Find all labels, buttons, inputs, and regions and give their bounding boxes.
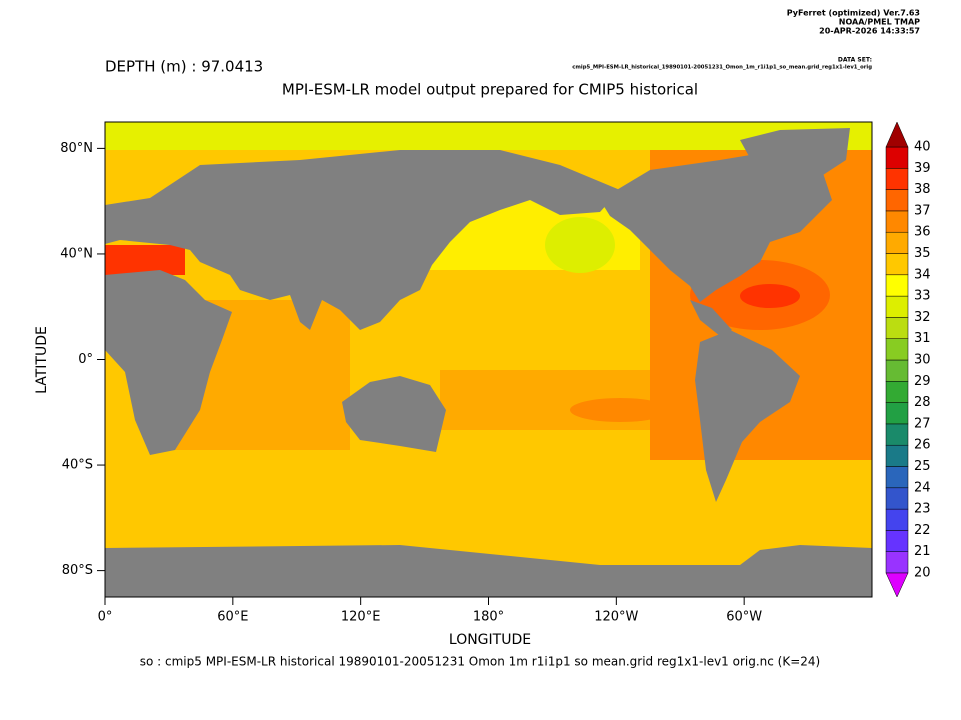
colorbar-label: 37	[914, 203, 931, 218]
south-pacific-max	[570, 398, 670, 422]
south-america	[695, 330, 800, 502]
colorbar-band	[885, 381, 909, 403]
greenland	[740, 128, 850, 200]
colorbar-band	[885, 423, 909, 446]
colorbar-band	[885, 530, 909, 552]
colorbar-label: 20	[914, 566, 931, 581]
north-atlantic-max	[740, 284, 800, 308]
x-tick-label: 0°	[98, 610, 113, 625]
x-tick-label: 120°E	[341, 610, 381, 625]
header-line: NOAA/PMEL TMAP	[839, 18, 920, 27]
colorbar-band	[885, 338, 909, 361]
colorbar-label: 27	[914, 416, 931, 431]
header-line: 20-APR-2026 14:33:57	[819, 27, 920, 36]
colorbar-band	[885, 466, 909, 489]
colorbar-label: 38	[914, 182, 931, 197]
colorbar-band	[885, 402, 909, 425]
colorbar-band	[885, 551, 909, 574]
x-tick-label: 60°E	[217, 610, 248, 625]
colorbar-band	[885, 487, 909, 510]
colorbar-band	[885, 253, 909, 276]
colorbar-band	[885, 295, 909, 318]
colorbar-label: 34	[914, 267, 931, 282]
colorbar-band	[885, 231, 909, 254]
colorbar-label: 32	[914, 310, 931, 325]
header: PyFerret (optimized) Ver.7.63 NOAA/PMEL …	[572, 9, 920, 71]
colorbar-band	[885, 444, 909, 467]
colorbar-label: 36	[914, 225, 931, 240]
footer: so : cmip5 MPI-ESM-LR historical 1989010…	[140, 655, 821, 669]
africa	[105, 270, 232, 455]
y-tick-label: 0°	[78, 352, 93, 367]
colorbar-label: 40	[914, 140, 931, 155]
colorbar-label: 29	[914, 374, 931, 389]
colorbar-band	[885, 274, 909, 297]
mediterranean	[105, 245, 185, 275]
map	[104, 121, 873, 598]
central-america	[690, 300, 732, 336]
colorbar-label: 39	[914, 161, 931, 176]
colorbar-label: 28	[914, 395, 931, 410]
dataset-name: cmip5_MPI-ESM-LR_historical_19890101-200…	[572, 65, 872, 71]
y-tick-label: 40°N	[60, 246, 93, 261]
x-axis-label: LONGITUDE	[449, 632, 531, 648]
colorbar-label: 35	[914, 246, 931, 261]
title: MPI-ESM-LR model output prepared for CMI…	[282, 81, 698, 99]
colorbar-band	[885, 189, 909, 212]
colorbar-under	[885, 572, 909, 598]
north-pacific-fresh	[545, 217, 615, 273]
colorbar-label: 33	[914, 289, 931, 304]
antarctica	[105, 545, 872, 597]
y-axis-label: LATITUDE	[34, 326, 50, 394]
eurasia	[105, 150, 620, 330]
colorbar-band	[885, 317, 909, 339]
colorbar-label: 24	[914, 480, 931, 495]
y-tick-label: 80°S	[62, 563, 93, 578]
x-tick-label: 60°W	[726, 610, 762, 625]
colorbar-label: 31	[914, 331, 931, 346]
colorbar-band	[885, 210, 909, 233]
x-tick-label: 120°W	[594, 610, 638, 625]
colorbar-label: 22	[914, 523, 931, 538]
colorbar-band	[885, 359, 909, 382]
colorbar-over	[885, 121, 909, 148]
colorbar-band	[885, 146, 909, 169]
southern-ocean	[105, 490, 872, 550]
x-tick-label: 180°	[473, 610, 504, 625]
colorbar-label: 30	[914, 353, 931, 368]
colorbar-label: 21	[914, 544, 931, 559]
y-tick-label: 40°S	[62, 458, 93, 473]
colorbar-label: 23	[914, 502, 931, 517]
depth-label: DEPTH (m) : 97.0413	[105, 58, 263, 76]
dataset-label: DATA SET:	[838, 57, 872, 64]
australia	[342, 376, 446, 452]
colorbar-band	[885, 508, 909, 531]
header-line: PyFerret (optimized) Ver.7.63	[787, 9, 920, 18]
colorbar-band	[885, 168, 909, 190]
colorbar-label: 26	[914, 438, 931, 453]
colorbar-label: 25	[914, 459, 931, 474]
y-tick-label: 80°N	[60, 141, 93, 156]
